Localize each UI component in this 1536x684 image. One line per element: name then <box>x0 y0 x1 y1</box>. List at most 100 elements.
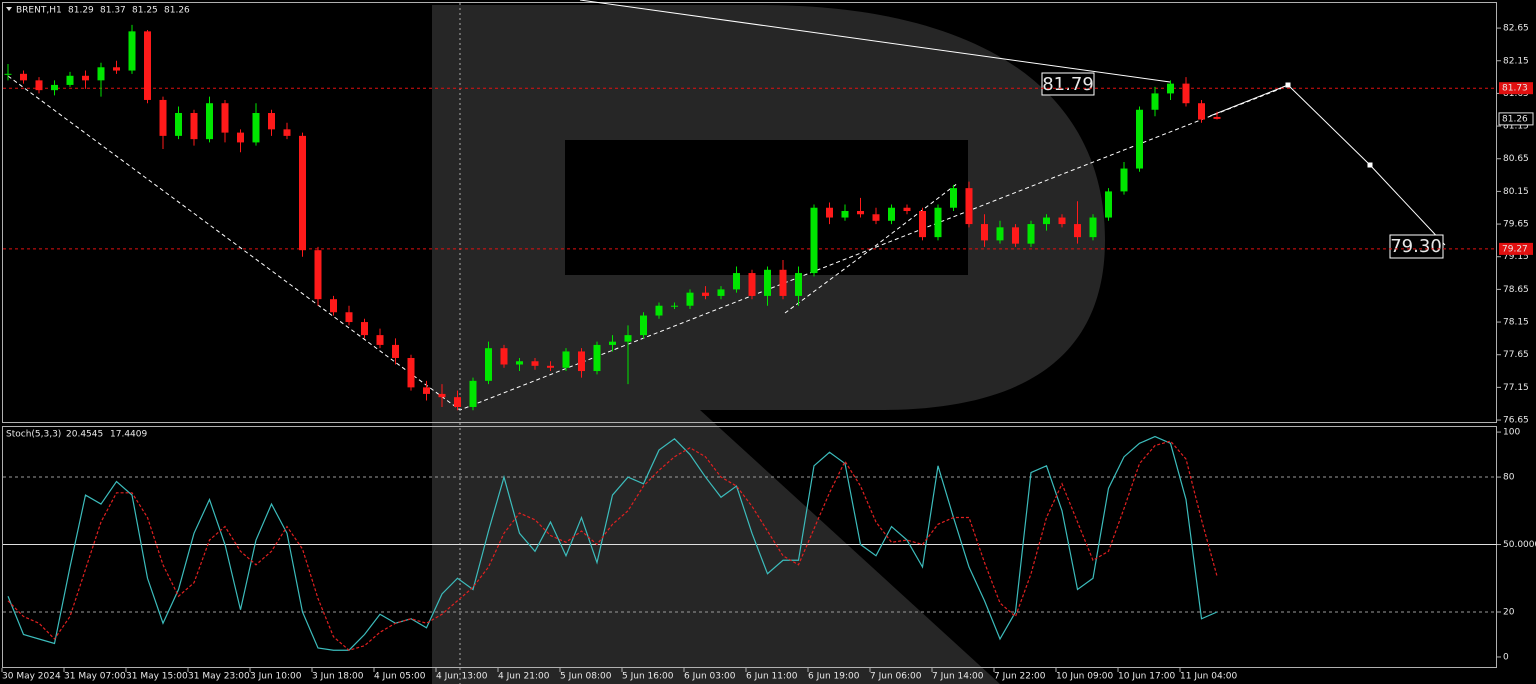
x-tick-label: 3 Jun 18:00 <box>312 672 364 682</box>
candle-body <box>702 292 709 296</box>
candle-body <box>268 113 275 130</box>
candle-body <box>655 305 663 316</box>
candle-body <box>144 31 151 100</box>
candle-body <box>469 380 477 407</box>
candle-body <box>4 73 12 75</box>
candle-body <box>671 305 678 307</box>
candle-body <box>1213 116 1221 119</box>
candle-body <box>128 31 136 71</box>
candle-body <box>66 75 74 85</box>
candle-body <box>547 365 554 368</box>
candle-body <box>1182 83 1190 104</box>
candle-body <box>283 129 291 136</box>
candle-body <box>841 211 849 218</box>
header-value: 17.4409 <box>110 430 147 440</box>
candle-body <box>221 103 229 133</box>
candle-body <box>562 351 570 368</box>
annotation: 81.79 <box>1042 74 1094 95</box>
candle-body <box>888 207 895 221</box>
stoch-frame <box>2 426 1497 668</box>
candle-body <box>1105 191 1112 218</box>
candle-body <box>407 357 415 388</box>
x-tick-label: 11 Jun 04:00 <box>1180 672 1237 682</box>
y-tick-label: 79.65 <box>1503 220 1529 230</box>
x-tick-label: 7 Jun 06:00 <box>870 672 922 682</box>
candle-body <box>82 75 89 81</box>
y-tick-label: 100 <box>1503 428 1520 438</box>
candle-body <box>733 273 740 290</box>
candle-body <box>965 188 973 225</box>
candle-body <box>35 80 43 91</box>
y-tick-label: 80.15 <box>1503 187 1529 197</box>
y-tick-label: 20 <box>1503 607 1515 617</box>
candle-body <box>454 397 461 407</box>
x-tick-label: 7 Jun 22:00 <box>994 672 1046 682</box>
menu-triangle <box>6 7 12 11</box>
y-tick-label: 82.65 <box>1503 24 1529 34</box>
forecast-line <box>1209 84 1446 246</box>
dashed-trend <box>784 182 959 314</box>
stoch-line <box>7 440 1218 651</box>
header-value: 81.26 <box>164 6 190 16</box>
annotation-box <box>1389 234 1444 259</box>
x-tick-label: 4 Jun 13:00 <box>436 672 488 682</box>
candle-body <box>1151 93 1159 110</box>
candle-body <box>1136 109 1143 169</box>
candle-body <box>299 135 306 251</box>
y-tick-label: 77.15 <box>1503 383 1529 393</box>
y-tick-label: 76.65 <box>1503 416 1529 426</box>
y-tick-label: 0 <box>1503 652 1509 662</box>
candle-body <box>190 113 198 140</box>
x-tick-label: 30 May 2024 <box>2 672 61 682</box>
price-box <box>1498 112 1534 126</box>
watermark <box>432 5 1105 684</box>
candle-body <box>1012 227 1019 244</box>
candle-body <box>1074 224 1081 238</box>
candle-body <box>1198 103 1205 120</box>
y-tick-label: 77.65 <box>1503 350 1529 360</box>
header-value: 81.25 <box>132 6 158 16</box>
y-tick-label: 78.15 <box>1503 318 1529 328</box>
annotation-box <box>1041 72 1095 96</box>
candle-body <box>1089 217 1097 238</box>
candle-body <box>996 227 1004 241</box>
candle-body <box>593 344 601 372</box>
candle-body <box>175 113 182 136</box>
chart-title: BRENT,H1 <box>16 6 62 16</box>
y-tick-label: 80.65 <box>1503 154 1529 164</box>
candle-body <box>423 387 430 394</box>
level-label: 81.73 <box>1502 84 1528 94</box>
x-tick-label: 6 Jun 19:00 <box>808 672 860 682</box>
y-tick-label: 82.15 <box>1503 56 1529 66</box>
candle-body <box>20 73 27 81</box>
candle-body <box>485 348 492 381</box>
candle-body <box>314 250 322 300</box>
candle-body <box>578 351 585 372</box>
candle-body <box>97 67 105 81</box>
candle-body <box>609 341 616 345</box>
candle-body <box>330 299 337 313</box>
header-value: 81.37 <box>100 6 126 16</box>
annotation: 79.30 <box>1390 236 1442 257</box>
candle-body <box>159 99 167 136</box>
x-tick-label: 3 Jun 10:00 <box>250 672 302 682</box>
candle-body <box>237 132 244 143</box>
candle-body <box>516 361 523 365</box>
candle-body <box>748 273 756 296</box>
watermark-r <box>432 5 1105 684</box>
candle-body <box>764 269 771 296</box>
candle-body <box>1058 217 1066 225</box>
candle-body <box>903 207 911 211</box>
x-tick-label: 31 May 23:00 <box>188 672 250 682</box>
x-tick-label: 4 Jun 21:00 <box>498 672 550 682</box>
level-label: 79.27 <box>1502 244 1528 254</box>
trend-line <box>579 0 1171 83</box>
level-label-box <box>1499 242 1533 255</box>
y-tick-label: 50.0000 <box>1503 540 1536 550</box>
x-tick-label: 4 Jun 05:00 <box>374 672 426 682</box>
candle-body <box>1043 217 1050 225</box>
x-tick-label: 6 Jun 03:00 <box>684 672 736 682</box>
x-tick-label: 31 May 07:00 <box>64 672 126 682</box>
candle-body <box>857 211 864 215</box>
x-tick-label: 5 Jun 08:00 <box>560 672 612 682</box>
